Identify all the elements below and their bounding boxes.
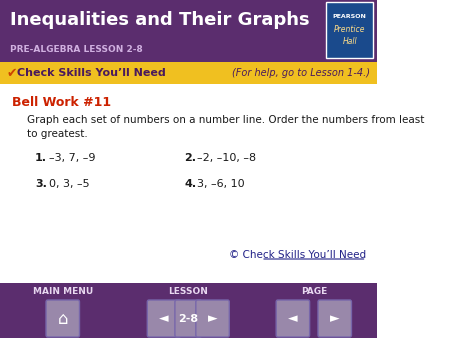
Text: 3, –6, 10: 3, –6, 10 bbox=[198, 179, 245, 189]
FancyBboxPatch shape bbox=[0, 283, 377, 338]
Text: –2, –10, –8: –2, –10, –8 bbox=[198, 153, 256, 163]
Text: ⌂: ⌂ bbox=[58, 310, 68, 328]
FancyBboxPatch shape bbox=[196, 300, 230, 337]
Text: ►: ► bbox=[208, 312, 217, 325]
Text: to greatest.: to greatest. bbox=[27, 129, 88, 139]
Text: LESSON: LESSON bbox=[168, 288, 208, 296]
Text: MAIN MENU: MAIN MENU bbox=[33, 288, 93, 296]
Text: –3, 7, –9: –3, 7, –9 bbox=[49, 153, 95, 163]
FancyBboxPatch shape bbox=[318, 300, 351, 337]
FancyBboxPatch shape bbox=[175, 300, 202, 337]
FancyBboxPatch shape bbox=[46, 300, 80, 337]
Text: 4.: 4. bbox=[184, 179, 196, 189]
Text: Prentice: Prentice bbox=[334, 25, 365, 34]
Text: Graph each set of numbers on a number line. Order the numbers from least: Graph each set of numbers on a number li… bbox=[27, 115, 424, 125]
FancyBboxPatch shape bbox=[276, 300, 310, 337]
Text: ✔: ✔ bbox=[7, 67, 17, 79]
Text: PEARSON: PEARSON bbox=[333, 14, 367, 19]
Text: ►: ► bbox=[330, 312, 340, 325]
Text: PAGE: PAGE bbox=[301, 288, 327, 296]
FancyBboxPatch shape bbox=[147, 300, 181, 337]
Text: Inequalities and Their Graphs: Inequalities and Their Graphs bbox=[10, 11, 310, 29]
Text: (For help, go to Lesson 1-4.): (For help, go to Lesson 1-4.) bbox=[232, 68, 370, 78]
Text: 3.: 3. bbox=[35, 179, 47, 189]
Text: Hall: Hall bbox=[342, 38, 357, 47]
Text: 1.: 1. bbox=[35, 153, 47, 163]
Text: ◄: ◄ bbox=[159, 312, 169, 325]
Text: ◄: ◄ bbox=[288, 312, 298, 325]
Text: 2.: 2. bbox=[184, 153, 196, 163]
Text: Check Skills You’ll Need: Check Skills You’ll Need bbox=[17, 68, 166, 78]
FancyBboxPatch shape bbox=[326, 2, 373, 58]
Text: 2-8: 2-8 bbox=[178, 314, 198, 323]
Text: © Check Skills You’ll Need: © Check Skills You’ll Need bbox=[230, 250, 367, 260]
Text: 0, 3, –5: 0, 3, –5 bbox=[49, 179, 89, 189]
FancyBboxPatch shape bbox=[0, 0, 377, 62]
FancyBboxPatch shape bbox=[0, 62, 377, 84]
Text: Bell Work #11: Bell Work #11 bbox=[12, 96, 111, 108]
Text: PRE-ALGEBRA LESSON 2-8: PRE-ALGEBRA LESSON 2-8 bbox=[10, 46, 143, 54]
